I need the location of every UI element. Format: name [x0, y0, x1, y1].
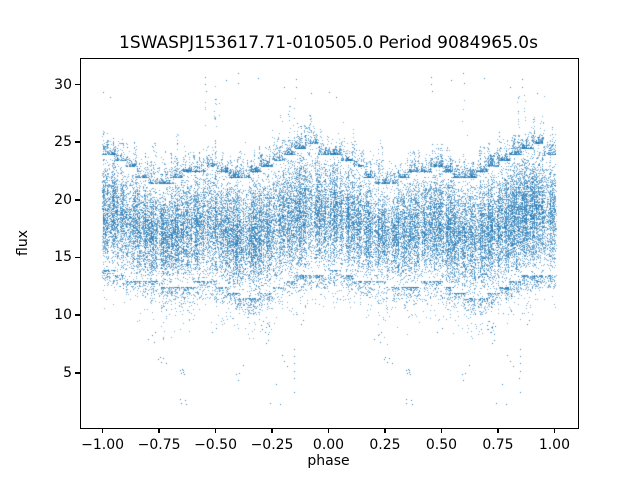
y-tick-mark	[74, 256, 80, 259]
y-tick-mark	[74, 141, 80, 143]
y-tick-mark	[74, 372, 80, 374]
y-tick-mark	[74, 83, 80, 86]
y-tick-label: 30	[54, 76, 72, 93]
axes-frame	[79, 57, 579, 429]
x-tick-mark	[384, 427, 386, 433]
x-tick-mark	[497, 427, 499, 433]
x-axis-label: phase	[307, 453, 350, 469]
scatter-canvas	[80, 58, 578, 428]
y-tick-label: 10	[54, 307, 72, 324]
x-tick-label: 1.00	[538, 437, 570, 453]
y-tick-label: 15	[54, 249, 72, 266]
x-tick-mark	[553, 427, 556, 433]
x-tick-label: −1.00	[81, 437, 125, 453]
x-tick-mark	[327, 427, 330, 433]
x-tick-label: −0.75	[137, 437, 181, 453]
x-tick-mark	[158, 427, 160, 433]
y-tick-mark	[74, 314, 80, 316]
x-tick-mark	[101, 427, 104, 433]
x-tick-mark	[440, 427, 443, 433]
y-tick-label: 5	[63, 364, 72, 381]
x-tick-label: 0.75	[482, 437, 514, 453]
y-tick-label: 25	[54, 134, 72, 151]
x-tick-label: 0.25	[369, 437, 401, 453]
x-tick-label: 0.00	[312, 437, 345, 453]
y-tick-label: 20	[54, 191, 72, 208]
x-tick-label: −0.50	[194, 437, 237, 453]
y-tick-mark	[74, 199, 80, 201]
plot-title: 1SWASPJ153617.71-010505.0 Period 9084965…	[119, 33, 538, 53]
x-tick-label: −0.25	[250, 437, 294, 453]
x-tick-label: 0.50	[425, 437, 458, 453]
x-tick-mark	[214, 427, 217, 433]
x-tick-mark	[271, 427, 273, 433]
